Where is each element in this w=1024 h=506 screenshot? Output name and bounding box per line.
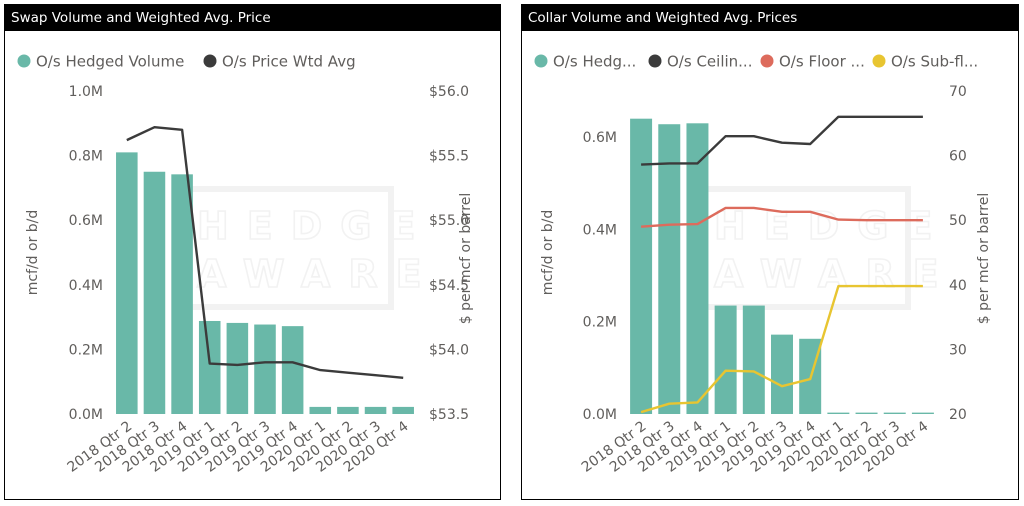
y2-tick-label: $56.0	[429, 84, 469, 100]
bar	[171, 174, 193, 414]
legend-label: O/s Sub-fl...	[891, 53, 978, 71]
y-axis-right: $53.5 $54.0 $54.5 $55.0 $55.5 $56.0 $ per mcf …	[429, 84, 474, 423]
y2-tick-label: $54.0	[429, 342, 469, 358]
y2-tick-label: $54.5	[429, 278, 469, 294]
watermark-text: AWARE	[197, 252, 440, 296]
y-tick-label: 0.8M	[69, 149, 103, 165]
bar	[337, 406, 359, 414]
y2-tick-label: $55.5	[429, 149, 469, 165]
y-tick-label: 0.6M	[69, 213, 103, 229]
bar	[392, 406, 414, 414]
bar	[254, 324, 276, 414]
legend-marker	[872, 54, 886, 68]
legend: O/s Hedg... O/s Ceilin... O/s Floor ... O/s…	[534, 53, 978, 71]
bar	[742, 305, 765, 414]
y-tick-label: 0.6M	[583, 130, 617, 146]
bar	[911, 412, 934, 414]
watermark-text: HEDGE	[197, 204, 433, 248]
legend-label: O/s Hedg...	[553, 53, 636, 71]
y-tick-label: 0.4M	[583, 222, 617, 238]
y-tick-label: 0.2M	[583, 315, 617, 331]
bar	[309, 406, 332, 414]
series-line	[641, 206, 923, 228]
legend-marker	[648, 54, 662, 68]
legend: O/s Hedged Volume O/s Price Wtd Avg	[17, 53, 356, 71]
bar	[855, 412, 878, 414]
y-tick-label: 1.0M	[69, 84, 103, 100]
y2-tick-label: 20	[949, 407, 967, 423]
y-tick-label: 0.2M	[69, 342, 103, 358]
watermark-text: HEDGE	[714, 204, 950, 248]
bar	[883, 412, 906, 414]
y-axis-title: mcf/d or b/d	[25, 210, 41, 296]
y2-tick-label: 50	[949, 213, 967, 229]
y-tick-label: 0.4M	[69, 278, 103, 294]
y2-tick-label: $53.5	[429, 407, 469, 423]
y2-tick-label: 30	[949, 342, 967, 358]
series-line	[640, 284, 923, 414]
bar	[226, 322, 249, 414]
legend-marker	[203, 54, 217, 68]
legend-label: O/s Floor ...	[779, 53, 865, 71]
y-axis-left: 0.0M 0.2M 0.4M 0.6M 0.8M 1.0M mcf/d or b/d	[25, 84, 103, 423]
chart-title: Swap Volume and Weighted Avg. Price	[5, 5, 500, 31]
bar	[364, 406, 387, 414]
y-axis-right: 20 30 40 50 60 70 $ per mcf or barrel	[949, 84, 992, 423]
bar-series	[116, 152, 414, 414]
legend-label: O/s Ceilin...	[667, 53, 752, 71]
bar	[771, 334, 793, 414]
y2-tick-label: 70	[949, 84, 967, 100]
bar	[143, 171, 166, 414]
series-line	[126, 125, 404, 379]
bar-series	[630, 118, 934, 415]
y2-axis-title: $ per mcf or barrel	[458, 193, 474, 324]
y2-tick-label: $55.0	[429, 213, 469, 229]
bar	[658, 124, 681, 415]
legend-marker	[534, 54, 548, 68]
bar	[198, 320, 221, 414]
swap-chart-panel: Swap Volume and Weighted Avg. Price HEDG…	[4, 4, 501, 500]
y-tick-label: 0.0M	[583, 407, 617, 423]
legend-label: O/s Price Wtd Avg	[222, 53, 356, 71]
chart-title: Collar Volume and Weighted Avg. Prices	[522, 5, 1018, 31]
legend-marker	[760, 54, 774, 68]
y2-tick-label: 40	[949, 278, 967, 294]
y-axis-title: mcf/d or b/d	[540, 210, 556, 296]
bar	[116, 152, 138, 414]
bar	[827, 412, 850, 414]
bar	[714, 305, 737, 414]
bar	[686, 123, 709, 415]
y2-axis-title: $ per mcf or barrel	[976, 193, 992, 324]
legend-marker	[17, 54, 31, 68]
legend-label: O/s Hedged Volume	[36, 53, 184, 71]
y-axis-left: 0.0M 0.2M 0.4M 0.6M mcf/d or b/d	[540, 130, 617, 423]
y2-tick-label: 60	[949, 149, 967, 165]
bar	[281, 326, 304, 414]
collar-chart-panel: Collar Volume and Weighted Avg. Prices H…	[521, 4, 1019, 500]
y-tick-label: 0.0M	[69, 407, 103, 423]
bar	[630, 118, 653, 414]
watermark-text: AWARE	[714, 252, 957, 296]
series-line	[641, 115, 923, 166]
